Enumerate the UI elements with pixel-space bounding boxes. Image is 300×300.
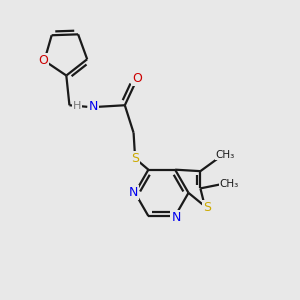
- Text: N: N: [129, 186, 138, 199]
- Text: O: O: [38, 54, 48, 67]
- Text: CH₃: CH₃: [216, 150, 235, 160]
- Text: S: S: [131, 152, 139, 165]
- Text: CH₃: CH₃: [220, 179, 239, 189]
- Text: S: S: [203, 201, 211, 214]
- Text: O: O: [132, 71, 142, 85]
- Text: H: H: [73, 101, 82, 111]
- Text: N: N: [89, 100, 98, 113]
- Text: N: N: [171, 211, 181, 224]
